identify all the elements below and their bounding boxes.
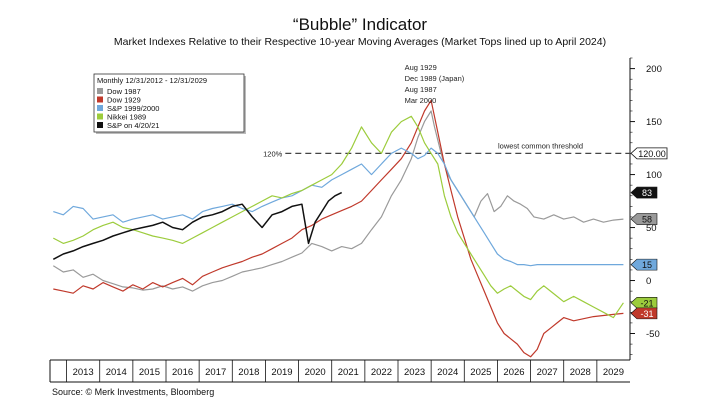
legend-swatch-3 <box>97 105 103 111</box>
end-badge-3 <box>630 258 658 271</box>
top-annotation-3: Aug 1987 <box>405 85 437 94</box>
x-tick-label-2022: 2022 <box>371 367 392 378</box>
x-tick-label-2019: 2019 <box>271 367 292 378</box>
legend-swatch-5 <box>97 122 103 128</box>
end-badge-2 <box>630 213 658 225</box>
threshold-right-label: lowest common threshold <box>498 141 583 150</box>
end-badge-label-3: 15 <box>642 260 652 270</box>
x-tick-label-2015: 2015 <box>139 367 160 378</box>
x-tick-label-2027: 2027 <box>537 367 558 378</box>
series-line-5 <box>52 191 343 260</box>
x-tick-label-2014: 2014 <box>106 367 127 378</box>
top-annotation-2: Dec 1989 (Japan) <box>405 74 465 83</box>
legend-label-4: Nikkei 1989 <box>107 112 146 121</box>
y-tick-label-150: 150 <box>646 117 662 128</box>
series-line-4 <box>53 115 624 319</box>
end-badge-label-4: -21 <box>640 298 653 308</box>
x-tick-label-2023: 2023 <box>404 367 425 378</box>
top-annotation-4: Mar 2000 <box>405 96 437 105</box>
threshold-left-label: 120% <box>263 149 283 158</box>
series-line-2 <box>53 99 624 358</box>
end-badge-label-2: 58 <box>642 215 652 225</box>
series-line-1 <box>52 110 624 292</box>
x-tick-label-2026: 2026 <box>503 367 524 378</box>
legend-label-5: S&P on 4/20/21 <box>107 121 159 130</box>
y-tick-label-50: 50 <box>646 223 657 234</box>
legend-title: Monthly 12/31/2012 - 12/31/2029 <box>97 76 207 85</box>
legend-label-1: Dow 1987 <box>107 87 141 96</box>
legend-swatch-4 <box>97 113 103 120</box>
y-tick-label--50: -50 <box>646 329 660 340</box>
series-line-3 <box>53 147 624 267</box>
x-tick-label-2020: 2020 <box>305 367 326 378</box>
y-tick-label-100: 100 <box>646 170 662 181</box>
end-badge-4 <box>630 296 658 309</box>
x-tick-label-2021: 2021 <box>338 367 359 378</box>
threshold-badge-label: 120.00 <box>638 149 666 159</box>
x-tick-label-2029: 2029 <box>603 367 624 378</box>
x-tick-label-2018: 2018 <box>238 367 259 378</box>
end-badge-label-1: 83 <box>642 188 652 198</box>
end-badge-5 <box>630 307 658 320</box>
end-badge-1 <box>630 186 658 199</box>
threshold-badge <box>630 147 668 160</box>
chart-subtitle: Market Indexes Relative to their Respect… <box>114 36 606 48</box>
x-tick-label-2017: 2017 <box>205 367 226 378</box>
legend-box <box>93 73 245 133</box>
y-tick-label-0: 0 <box>646 276 651 287</box>
plot-area: 2013 2014 2015 2016 2017 2018 2019 2020 2021 2022… <box>49 57 668 383</box>
x-tick-label-2025: 2025 <box>470 367 491 378</box>
end-badge-label-5: -31 <box>640 309 653 319</box>
x-tick-label-2024: 2024 <box>437 367 458 378</box>
x-tick-label-2016: 2016 <box>172 367 193 378</box>
legend-label-3: S&P 1999/2000 <box>107 104 159 113</box>
top-annotation-1: Aug 1929 <box>405 63 437 72</box>
x-tick-label-2013: 2013 <box>73 367 94 378</box>
legend-label-2: Dow 1929 <box>107 95 141 104</box>
x-tick-label-2028: 2028 <box>570 367 591 378</box>
legend-swatch-1 <box>97 88 103 94</box>
chart-title: “Bubble” Indicator <box>293 15 428 34</box>
legend-swatch-2 <box>97 96 103 103</box>
y-tick-label-200: 200 <box>646 64 662 75</box>
chart-source: Source: © Merk Investments, Bloomberg <box>52 387 214 397</box>
